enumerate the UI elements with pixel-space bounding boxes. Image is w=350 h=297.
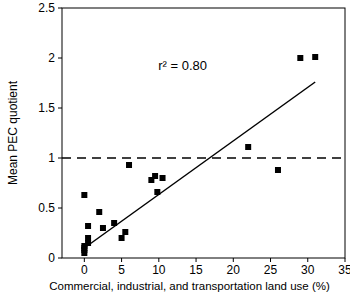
x-tick	[158, 258, 159, 262]
x-tick-label: 15	[189, 263, 203, 277]
point	[160, 175, 166, 181]
x-tick	[307, 258, 308, 262]
y-tick-label: 1	[48, 151, 55, 165]
x-tick	[196, 258, 197, 262]
x-tick	[121, 258, 122, 262]
plot-area	[62, 54, 345, 256]
y-tick-label: 2.5	[38, 1, 55, 15]
reference-line	[62, 157, 345, 159]
x-tick-label: 25	[264, 263, 278, 277]
x-tick	[270, 258, 271, 262]
point	[85, 223, 91, 229]
x-tick-label: 10	[152, 263, 166, 277]
annotation: r² = 0.80	[158, 58, 207, 73]
y-tick	[58, 208, 62, 209]
point	[297, 55, 303, 61]
point	[152, 173, 158, 179]
y-tick	[58, 258, 62, 259]
x-axis-label: Commercial, industrial, and transportati…	[49, 280, 330, 292]
x-tick-label: 30	[301, 263, 315, 277]
point	[81, 192, 87, 198]
x-tick-label: 0	[81, 263, 88, 277]
point	[100, 225, 106, 231]
point	[85, 235, 91, 241]
x-tick	[84, 258, 85, 262]
y-tick-label: 0	[48, 251, 55, 265]
y-tick-label: 2	[48, 51, 55, 65]
plot-frame	[62, 8, 345, 258]
y-tick	[58, 58, 62, 59]
point	[96, 209, 102, 215]
y-axis-label: Mean PEC quotient	[6, 80, 20, 185]
x-tick-label: 20	[227, 263, 241, 277]
y-tick-label: 0.5	[38, 201, 55, 215]
point	[312, 54, 318, 60]
point	[126, 162, 132, 168]
point	[245, 144, 251, 150]
chart: 0 5 10 15 20 25 30 35 0 0.5 1 1.5 2 2.5 Commercial, in…	[0, 0, 350, 297]
trend-line	[84, 82, 315, 248]
y-tick-label: 1.5	[38, 101, 55, 115]
point	[119, 235, 125, 241]
x-tick	[345, 258, 346, 262]
y-tick	[58, 108, 62, 109]
y-tick	[58, 8, 62, 9]
x-tick-label: 35	[338, 263, 350, 277]
point	[275, 167, 281, 173]
x-tick	[233, 258, 234, 262]
x-tick-label: 5	[118, 263, 125, 277]
point	[122, 229, 128, 235]
y-tick	[58, 158, 62, 159]
